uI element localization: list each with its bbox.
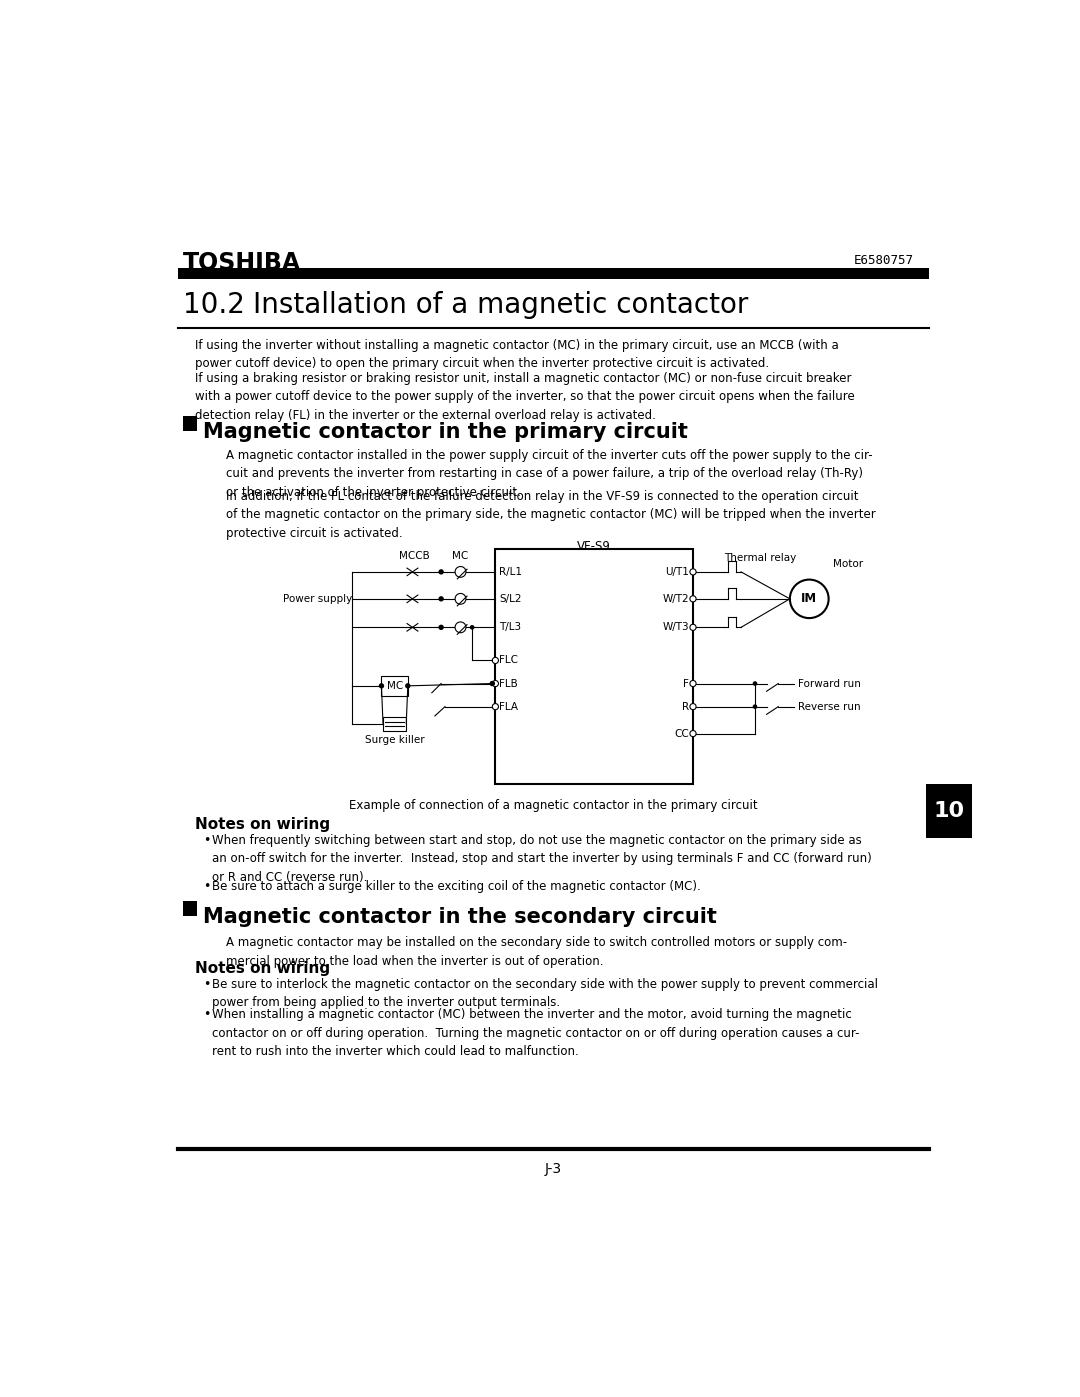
Text: Magnetic contactor in the primary circuit: Magnetic contactor in the primary circui… [203,422,688,441]
Text: FLB: FLB [499,679,518,689]
Text: CC: CC [674,729,689,739]
Text: 10: 10 [933,800,964,820]
Text: Forward run: Forward run [798,679,861,689]
Bar [183,901,197,916]
Text: Be sure to interlock the magnetic contactor on the secondary side with the power: Be sure to interlock the magnetic contac… [213,978,878,1009]
Bar [183,415,197,432]
Text: W/T3: W/T3 [662,622,689,633]
Circle shape [690,624,697,630]
Text: •: • [203,880,211,893]
Circle shape [438,569,444,574]
Text: Notes on wiring: Notes on wiring [195,961,330,975]
Text: A magnetic contactor installed in the power supply circuit of the inverter cuts : A magnetic contactor installed in the po… [227,448,873,499]
Circle shape [690,569,697,576]
Text: U/T1: U/T1 [665,567,689,577]
Text: Example of connection of a magnetic contactor in the primary circuit: Example of connection of a magnetic cont… [349,799,758,812]
Circle shape [405,683,410,689]
Text: E6580757: E6580757 [854,254,914,267]
Text: Surge killer: Surge killer [365,735,424,745]
Text: When frequently switching between start and stop, do not use the magnetic contac: When frequently switching between start … [213,834,873,884]
Circle shape [490,682,495,686]
Text: Installation of a magnetic contactor: Installation of a magnetic contactor [253,291,748,319]
Text: •: • [203,978,211,990]
Circle shape [379,683,384,689]
Text: FLC: FLC [499,655,518,665]
Text: Motor: Motor [833,559,863,569]
Text: Power supply: Power supply [283,594,352,604]
Circle shape [455,594,465,605]
Circle shape [690,731,697,736]
Circle shape [455,622,465,633]
Circle shape [789,580,828,617]
Circle shape [492,680,499,686]
Bar [381,676,408,696]
Text: FLA: FLA [499,701,518,711]
Text: Magnetic contactor in the secondary circuit: Magnetic contactor in the secondary circ… [203,907,717,926]
Bar [496,549,693,784]
Text: MC: MC [453,550,469,562]
Text: MCCB: MCCB [399,550,430,562]
Text: S/L2: S/L2 [499,594,522,604]
Circle shape [492,658,499,664]
Text: J-3: J-3 [545,1162,562,1176]
Circle shape [690,680,697,686]
Text: W/T2: W/T2 [662,594,689,604]
Bar [383,717,406,731]
Circle shape [455,567,465,577]
Text: Notes on wiring: Notes on wiring [195,817,330,831]
Text: If using the inverter without installing a magnetic contactor (MC) in the primar: If using the inverter without installing… [195,338,839,370]
Text: •: • [203,1009,211,1021]
Text: T/L3: T/L3 [499,622,522,633]
Circle shape [470,624,474,630]
Bar [926,784,972,838]
Circle shape [690,704,697,710]
Circle shape [438,624,444,630]
Text: R/L1: R/L1 [499,567,523,577]
Circle shape [753,704,757,708]
Text: Thermal relay: Thermal relay [724,553,796,563]
Circle shape [492,704,499,710]
Text: VF-S9: VF-S9 [577,539,611,553]
Text: •: • [203,834,211,847]
Circle shape [753,682,757,686]
Text: In addition, if the FL contact of the failure detection relay in the VF-S9 is co: In addition, if the FL contact of the fa… [227,489,876,539]
Text: If using a braking resistor or braking resistor unit, install a magnetic contact: If using a braking resistor or braking r… [195,372,855,422]
Text: 10.2: 10.2 [183,291,245,319]
Text: When installing a magnetic contactor (MC) between the inverter and the motor, av: When installing a magnetic contactor (MC… [213,1009,860,1059]
Text: R: R [681,701,689,711]
Text: F: F [684,679,689,689]
Text: IM: IM [801,592,818,605]
Text: Reverse run: Reverse run [798,701,861,711]
Text: A magnetic contactor may be installed on the secondary side to switch controlled: A magnetic contactor may be installed on… [227,936,848,968]
Text: TOSHIBA: TOSHIBA [183,251,301,275]
Text: MC: MC [387,680,403,692]
Circle shape [690,595,697,602]
Circle shape [438,597,444,602]
Bar [177,268,930,279]
Circle shape [489,680,495,686]
Text: Be sure to attach a surge killer to the exciting coil of the magnetic contactor : Be sure to attach a surge killer to the … [213,880,701,893]
